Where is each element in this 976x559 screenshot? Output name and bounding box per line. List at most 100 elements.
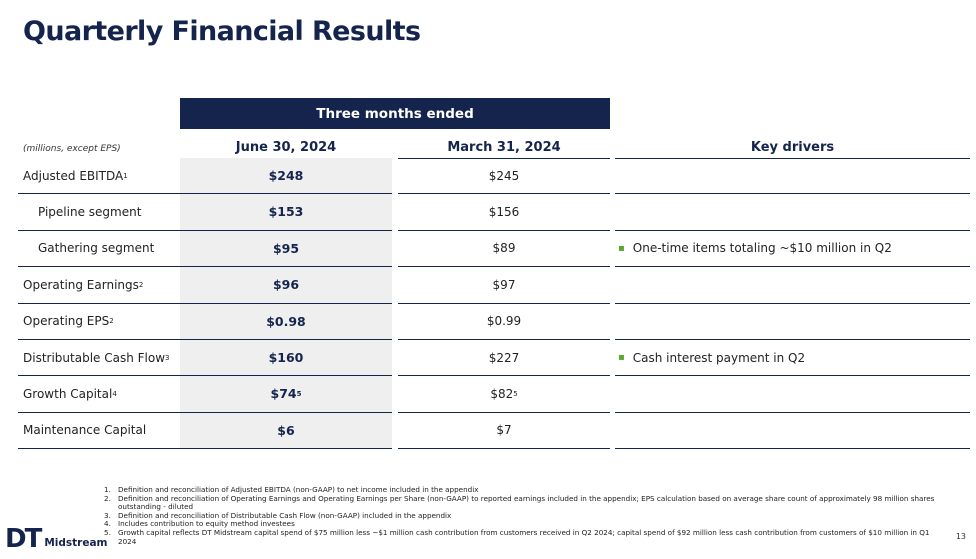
row-label: Maintenance Capital bbox=[23, 413, 146, 448]
june-value: $95 bbox=[180, 231, 392, 266]
footnote-text: Includes contribution to equity method i… bbox=[118, 519, 295, 529]
june-value: $6 bbox=[180, 413, 392, 448]
footnote-number: 3. bbox=[104, 510, 111, 520]
june-value-text: $95 bbox=[272, 240, 300, 256]
column-header-march-2024: March 31, 2024 bbox=[398, 136, 610, 159]
row-label: Growth Capital 4 bbox=[23, 386, 117, 401]
table-row: Growth Capital 4 $74 5 $82 5 bbox=[0, 376, 976, 413]
row-divider bbox=[615, 193, 970, 195]
june-value-text: $74 bbox=[270, 386, 297, 402]
march-value-text: $245 bbox=[488, 168, 520, 183]
table-row: Operating EPS 2 $0.98 $0.99 bbox=[0, 304, 976, 340]
june-value-text: $153 bbox=[268, 204, 304, 220]
row-label-text: Growth Capital bbox=[23, 386, 113, 401]
row-divider bbox=[18, 411, 392, 413]
row-label: Distributable Cash Flow 3 bbox=[23, 350, 170, 365]
march-value-text: $97 bbox=[492, 277, 516, 292]
june-value: $96 bbox=[180, 267, 392, 302]
march-value-text: $227 bbox=[488, 350, 520, 365]
march-value-text: $82 bbox=[490, 386, 514, 401]
row-divider bbox=[18, 302, 392, 304]
row-divider bbox=[398, 229, 610, 231]
june-value-text: $6 bbox=[277, 422, 295, 438]
march-value: $0.99 bbox=[398, 304, 610, 339]
footnote-number: 1. bbox=[104, 485, 111, 494]
june-value: $0.98 bbox=[180, 304, 392, 339]
table-row: Pipeline segment $153 $156 bbox=[0, 194, 976, 231]
row-label-text: Pipeline segment bbox=[38, 204, 142, 219]
page-title: Quarterly Financial Results bbox=[23, 16, 421, 47]
row-divider bbox=[398, 338, 610, 340]
footnote-number: 2. bbox=[104, 493, 111, 503]
footnote-number: 5. bbox=[104, 527, 111, 537]
row-divider bbox=[398, 302, 610, 304]
row-label: Pipeline segment bbox=[38, 194, 141, 229]
footnote-item: 4. Includes contribution to equity method… bbox=[100, 520, 945, 529]
table-row: Adjusted EBITDA 1 $248 $245 bbox=[0, 158, 976, 195]
column-header-key-drivers: Key drivers bbox=[615, 136, 970, 159]
units-note: (millions, except EPS) bbox=[23, 144, 121, 154]
row-divider bbox=[615, 229, 970, 231]
june-value-text: $0.98 bbox=[266, 313, 306, 329]
june-value: $74 5 bbox=[270, 386, 302, 402]
row-label-text: Operating Earnings bbox=[23, 277, 139, 292]
table-row: Gathering segment $95 $89 ▪ One-time items t… bbox=[0, 231, 976, 268]
logo-mark: DT bbox=[5, 524, 42, 554]
row-label: Gathering segment bbox=[38, 231, 154, 266]
june-value: $160 bbox=[180, 340, 392, 375]
key-driver-text: Cash interest payment in Q2 bbox=[632, 350, 806, 365]
june-value: $153 bbox=[180, 194, 392, 229]
row-divider bbox=[615, 338, 970, 340]
key-driver: ▪ One-time items totaling ~$10 million in… bbox=[618, 231, 968, 266]
march-value: $156 bbox=[398, 194, 610, 229]
row-divider bbox=[615, 411, 970, 413]
row-label: Adjusted EBITDA 1 bbox=[23, 168, 128, 183]
row-divider bbox=[18, 266, 392, 268]
row-label: Operating EPS 2 bbox=[23, 314, 114, 329]
row-divider bbox=[398, 193, 610, 195]
dt-midstream-logo: DT Midstream bbox=[5, 522, 108, 552]
row-label-text: Gathering segment bbox=[38, 241, 155, 256]
row-divider bbox=[18, 338, 392, 340]
row-divider bbox=[398, 411, 610, 413]
june-value-text: $96 bbox=[272, 277, 300, 293]
page-number: 13 bbox=[955, 532, 966, 541]
table-row: Distributable Cash Flow 3 $160 $227 ▪ Cash in… bbox=[0, 340, 976, 377]
march-value-text: $89 bbox=[492, 241, 516, 256]
row-divider bbox=[615, 266, 970, 268]
row-label-text: Adjusted EBITDA bbox=[23, 168, 124, 183]
row-divider bbox=[398, 448, 610, 450]
march-value: $227 bbox=[398, 340, 610, 375]
row-divider bbox=[615, 448, 970, 450]
row-divider bbox=[615, 302, 970, 304]
footnote-number: 4. bbox=[104, 519, 111, 529]
row-divider bbox=[18, 193, 392, 195]
march-value: $7 bbox=[398, 413, 610, 448]
bullet-icon: ▪ bbox=[618, 242, 625, 254]
row-divider bbox=[398, 375, 610, 377]
key-driver: ▪ Cash interest payment in Q2 bbox=[618, 340, 968, 375]
row-label-text: Maintenance Capital bbox=[23, 423, 147, 438]
three-months-ended-banner: Three months ended bbox=[180, 98, 610, 129]
march-value-text: $7 bbox=[496, 423, 512, 438]
column-header-june-2024: June 30, 2024 bbox=[180, 136, 392, 159]
footnote-text: Definition and reconciliation of Distrib… bbox=[118, 510, 452, 520]
key-driver-text: One-time items totaling ~$10 million in … bbox=[632, 241, 892, 256]
march-value: $97 bbox=[398, 267, 610, 302]
row-label: Operating Earnings 2 bbox=[23, 277, 144, 292]
footnotes: 1. Definition and reconciliation of Adjus… bbox=[100, 485, 945, 546]
row-label-text: Distributable Cash Flow bbox=[23, 350, 166, 365]
footnote-item: 3. Definition and reconciliation of Distr… bbox=[100, 510, 945, 521]
row-divider bbox=[18, 448, 392, 450]
footnote-text: Definition and reconciliation of Adjuste… bbox=[118, 485, 479, 494]
footnote-item: 5. Growth capital reflects DT Midstream c… bbox=[100, 527, 945, 546]
june-value: $248 bbox=[180, 158, 392, 193]
march-value: $245 bbox=[398, 158, 610, 193]
march-value: $89 bbox=[398, 231, 610, 266]
row-divider bbox=[18, 375, 392, 377]
march-value-text: $156 bbox=[488, 204, 520, 219]
row-divider bbox=[18, 229, 392, 231]
june-value-text: $248 bbox=[268, 168, 304, 183]
row-divider bbox=[398, 266, 610, 268]
footnote-item: 1. Definition and reconciliation of Adjus… bbox=[100, 485, 945, 495]
